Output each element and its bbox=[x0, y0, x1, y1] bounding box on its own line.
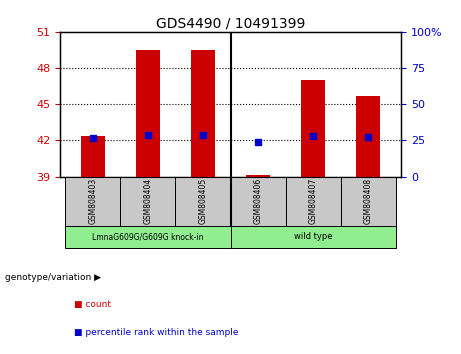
Bar bbox=[246, 175, 271, 177]
Bar bbox=[230, 226, 396, 248]
Bar bbox=[230, 177, 285, 226]
Text: ■ count: ■ count bbox=[74, 300, 111, 309]
Bar bbox=[341, 177, 396, 226]
Text: LmnaG609G/G609G knock-in: LmnaG609G/G609G knock-in bbox=[92, 232, 204, 241]
Text: GSM808408: GSM808408 bbox=[364, 178, 372, 224]
Bar bbox=[176, 177, 230, 226]
Text: wild type: wild type bbox=[294, 232, 332, 241]
Text: GSM808405: GSM808405 bbox=[199, 178, 207, 224]
Bar bbox=[190, 50, 215, 177]
Bar bbox=[81, 136, 105, 177]
Text: ■ percentile rank within the sample: ■ percentile rank within the sample bbox=[74, 328, 238, 337]
Bar bbox=[356, 96, 380, 177]
Bar bbox=[301, 80, 325, 177]
Text: GSM808406: GSM808406 bbox=[254, 178, 262, 224]
Text: genotype/variation ▶: genotype/variation ▶ bbox=[5, 273, 100, 282]
Text: GSM808407: GSM808407 bbox=[308, 178, 318, 224]
Bar bbox=[120, 177, 176, 226]
Bar bbox=[65, 226, 230, 248]
Text: GSM808403: GSM808403 bbox=[89, 178, 97, 224]
Title: GDS4490 / 10491399: GDS4490 / 10491399 bbox=[156, 17, 305, 31]
Bar bbox=[65, 177, 120, 226]
Text: GSM808404: GSM808404 bbox=[143, 178, 153, 224]
Bar bbox=[285, 177, 341, 226]
Bar bbox=[136, 50, 160, 177]
